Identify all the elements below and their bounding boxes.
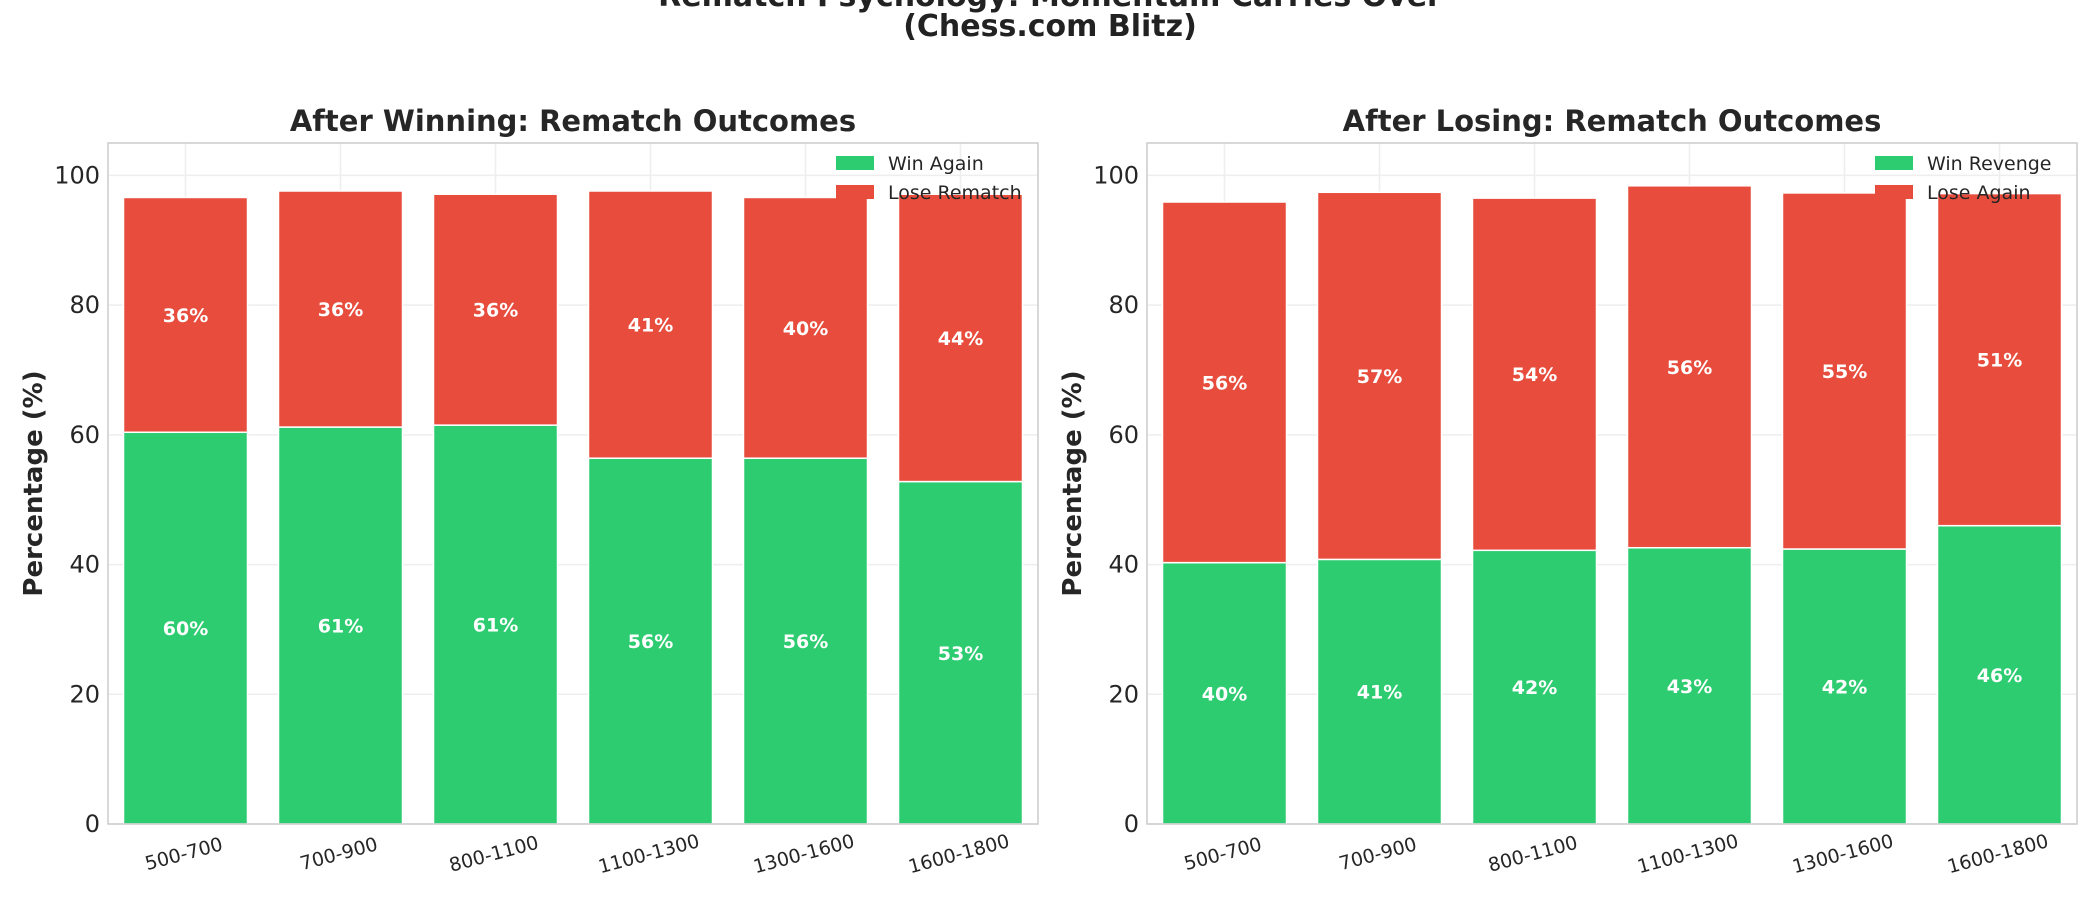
chart-panels: 60%36%61%36%61%36%56%41%56%40%53%44%0204… <box>19 104 2078 878</box>
data-label: 41% <box>628 315 673 337</box>
y-tick-label: 80 <box>69 291 100 319</box>
bar-red-1100-1300 <box>1626 185 1753 549</box>
data-label: 51% <box>1977 350 2022 372</box>
data-label: 55% <box>1822 361 1867 383</box>
bar-red-800-1100 <box>1471 197 1598 552</box>
y-tick-label: 40 <box>1108 551 1139 579</box>
bar-red-1600-1800 <box>1936 192 2063 527</box>
data-label: 44% <box>938 328 983 350</box>
x-tick-label: 500-700 <box>143 833 225 875</box>
bar-green-1100-1300 <box>587 457 714 825</box>
legend-label: Lose Rematch <box>888 182 1022 204</box>
x-tick-label: 1100-1300 <box>596 830 702 878</box>
bar-red-1100-1300 <box>587 190 714 459</box>
x-tick-label: 1300-1600 <box>1790 830 1896 878</box>
bar-green-1300-1600 <box>742 457 869 825</box>
bar-red-700-900 <box>1316 191 1443 561</box>
bar-green-1300-1600 <box>1781 548 1908 825</box>
axes-frame <box>107 142 1039 825</box>
legend-swatch-red <box>836 185 874 199</box>
bar-red-1300-1600 <box>742 196 869 459</box>
bar-red-500-700 <box>1161 201 1288 564</box>
bar-red-1300-1600 <box>1781 192 1908 550</box>
y-tick-label: 80 <box>1108 291 1139 319</box>
x-tick-label: 800-1100 <box>447 832 541 877</box>
bar-green-700-900 <box>1316 558 1443 825</box>
legend-swatch-red <box>1875 185 1913 199</box>
x-tick-label: 700-900 <box>298 833 380 875</box>
figure-title-line-2: (Chess.com Blitz) <box>903 9 1197 44</box>
data-label: 61% <box>473 615 518 637</box>
y-tick-label: 0 <box>1124 810 1139 838</box>
data-label: 42% <box>1512 677 1557 699</box>
x-tick-label: 500-700 <box>1182 833 1264 875</box>
bar-green-500-700 <box>1161 561 1288 825</box>
data-label: 36% <box>318 299 363 321</box>
bar-green-1100-1300 <box>1626 546 1753 825</box>
y-tick-label: 60 <box>69 421 100 449</box>
data-label: 40% <box>783 318 828 340</box>
x-tick-label: 1600-1800 <box>906 830 1012 878</box>
y-axis-label: Percentage (%) <box>19 370 49 596</box>
y-tick-label: 60 <box>1108 421 1139 449</box>
panel-title: After Losing: Rematch Outcomes <box>1343 104 1882 138</box>
axes-frame <box>1146 142 2078 825</box>
data-label: 42% <box>1822 677 1867 699</box>
x-tick-label: 1600-1800 <box>1945 830 2051 878</box>
bar-red-800-1100 <box>432 193 559 426</box>
data-label: 54% <box>1512 364 1557 386</box>
bar-green-800-1100 <box>1471 549 1598 825</box>
data-label: 40% <box>1202 683 1247 705</box>
bar-green-800-1100 <box>432 424 559 825</box>
x-tick-label: 800-1100 <box>1486 832 1580 877</box>
y-tick-label: 40 <box>69 551 100 579</box>
data-label: 53% <box>938 643 983 665</box>
data-label: 60% <box>163 618 208 640</box>
data-label: 61% <box>318 616 363 638</box>
bar-green-1600-1800 <box>1936 524 2063 825</box>
legend-label: Win Again <box>888 153 984 175</box>
data-label: 57% <box>1357 366 1402 388</box>
legend-swatch-green <box>836 156 874 170</box>
y-tick-label: 100 <box>54 161 100 189</box>
data-label: 41% <box>1357 682 1402 704</box>
data-label: 56% <box>783 631 828 653</box>
legend: Win Revenge Lose Again <box>1875 153 2052 204</box>
data-label: 36% <box>473 300 518 322</box>
y-axis-label: Percentage (%) <box>1058 370 1088 596</box>
data-label: 43% <box>1667 676 1712 698</box>
data-label: 56% <box>1202 372 1247 394</box>
legend-label: Win Revenge <box>1927 153 2052 175</box>
x-tick-label: 1100-1300 <box>1635 830 1741 878</box>
data-label: 46% <box>1977 665 2022 687</box>
y-tick-label: 20 <box>1108 680 1139 708</box>
figure-title-line-1: Rematch Psychology: Momentum Carries Ove… <box>658 0 1442 14</box>
y-tick-label: 20 <box>69 680 100 708</box>
legend-swatch-green <box>1875 156 1913 170</box>
panel-title: After Winning: Rematch Outcomes <box>290 104 856 138</box>
data-label: 56% <box>628 631 673 653</box>
bar-red-500-700 <box>122 196 249 434</box>
data-label: 36% <box>163 305 208 327</box>
chart-panel-1: 60% 36% 61% 36% 61% 36% 56% 41% 56% 40% 53% 44% 0 20 4… <box>19 104 1039 878</box>
data-label: 56% <box>1667 357 1712 379</box>
bar-green-1600-1800 <box>897 480 1024 825</box>
bar-red-700-900 <box>277 190 404 428</box>
y-tick-label: 100 <box>1093 161 1139 189</box>
legend: Win Again Lose Rematch <box>836 153 1022 204</box>
x-tick-label: 1300-1600 <box>751 830 857 878</box>
bar-red-1600-1800 <box>897 193 1024 483</box>
legend-label: Lose Again <box>1927 182 2031 204</box>
chart-panel-2: 40% 56% 41% 57% 42% 54% 43% 56% 42% 55% 46% 51% 0 20 4… <box>1058 104 2078 878</box>
y-tick-label: 0 <box>85 810 100 838</box>
x-tick-label: 700-900 <box>1337 833 1419 875</box>
